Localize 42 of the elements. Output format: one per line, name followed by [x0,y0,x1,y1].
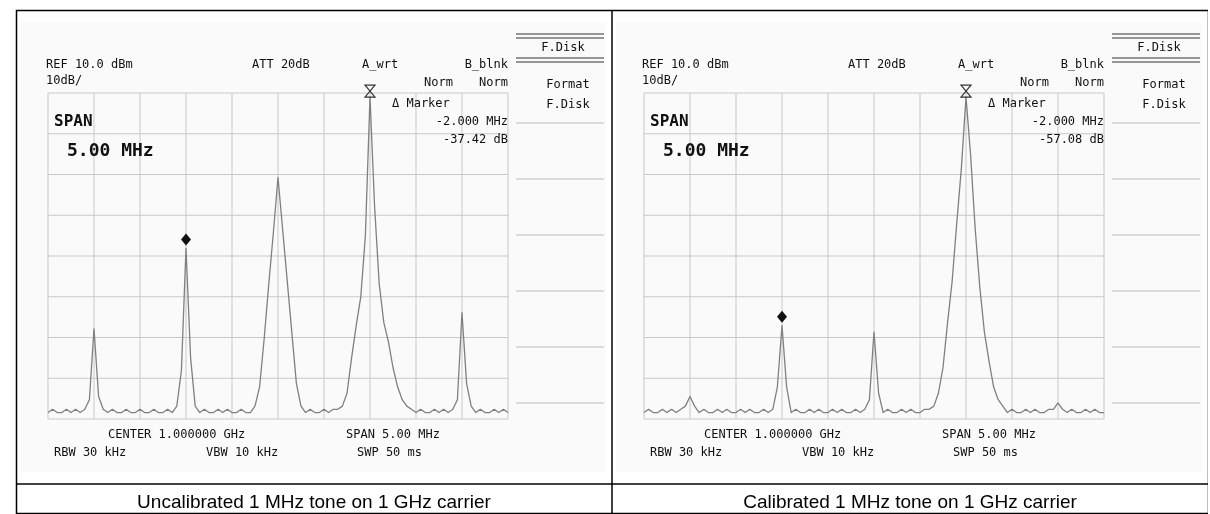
text: REF 10.0 dBm [642,57,729,71]
text: ATT 20dB [848,57,906,71]
text: Norm [1020,75,1049,89]
annotation: -2.000 MHz [435,114,508,128]
text: SPAN 5.00 MHz [346,427,440,441]
annotation: SPAN [650,111,689,130]
text: VBW 10 kHz [802,445,875,459]
text: 10dB/ [642,73,679,87]
text: SWP 50 ms [953,445,1019,459]
text: F.Disk [546,97,591,111]
text: VBW 10 kHz [206,445,279,459]
text: Norm [424,75,453,89]
annotation: 5.00 MHz [67,139,154,160]
text: SPAN 5.00 MHz [942,427,1036,441]
text: ATT 20dB [252,57,310,71]
text: F.Disk [1137,40,1182,54]
text: Uncalibrated 1 MHz tone on 1 GHz carrier [137,491,492,512]
annotation: -2.000 MHz [1031,114,1104,128]
text: Format [1142,77,1186,91]
text: A_wrt [362,57,399,71]
text: Calibrated 1 MHz tone on 1 GHz carrier [743,491,1078,512]
text: Norm [1075,75,1104,89]
annotation: -37.42 dB [442,132,508,146]
text: B_blnk [1060,57,1105,71]
text: A_wrt [958,57,995,71]
text: Norm [479,75,508,89]
text: Format [546,77,590,91]
annotation: -57.08 dB [1038,132,1104,146]
text: F.Disk [541,40,586,54]
text: 10dB/ [46,73,83,87]
text: B_blnk [464,57,509,71]
text: CENTER 1.000000 GHz [704,427,842,441]
annotation: 5.00 MHz [663,139,750,160]
text: SWP 50 ms [357,445,423,459]
text: RBW 30 kHz [650,445,723,459]
annotation: Δ Marker [392,96,450,110]
annotation: SPAN [54,111,93,130]
annotation: Δ Marker [988,96,1046,110]
text: CENTER 1.000000 GHz [108,427,246,441]
text: RBW 30 kHz [54,445,127,459]
text: F.Disk [1142,97,1187,111]
text: REF 10.0 dBm [46,57,133,71]
